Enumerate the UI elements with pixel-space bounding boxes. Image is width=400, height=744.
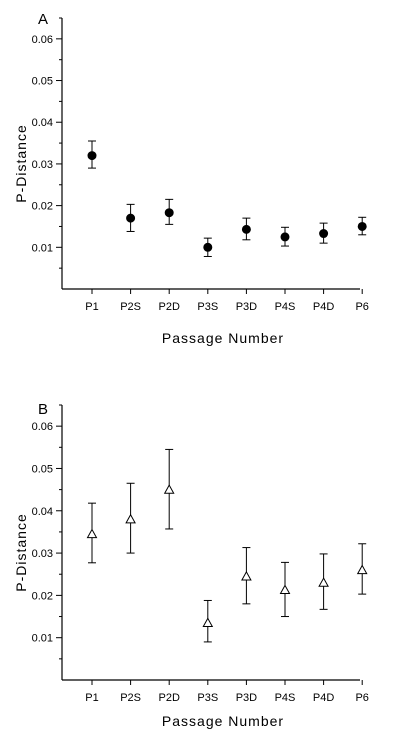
data-point	[163, 484, 175, 494]
data-point	[280, 232, 290, 242]
x-tick-label: P4S	[275, 301, 296, 313]
x-tick-label: P3S	[197, 301, 218, 313]
y-tick-label: 0.03	[32, 159, 53, 171]
y-tick-label: 0.03	[32, 548, 53, 560]
y-axis-label: P-Distance	[13, 513, 29, 591]
x-tick-label: P3D	[236, 692, 257, 704]
data-point	[125, 513, 136, 524]
data-point	[319, 229, 329, 239]
x-tick-label: P2S	[120, 301, 141, 313]
data-point	[203, 242, 213, 252]
data-point	[164, 208, 174, 218]
x-tick-label: P4D	[313, 692, 334, 704]
y-tick-label: 0.04	[32, 506, 53, 518]
x-tick-label: P2D	[158, 692, 179, 704]
y-tick-label: 0.06	[32, 34, 53, 46]
y-tick-label: 0.05	[32, 463, 53, 475]
x-tick-label: P2S	[120, 692, 141, 704]
y-tick-label: 0.06	[32, 421, 53, 433]
x-tick-label: P6	[355, 692, 368, 704]
x-tick-label: P6	[355, 301, 368, 313]
x-tick-label: P3D	[236, 301, 257, 313]
data-point	[279, 584, 291, 594]
y-tick-label: 0.05	[32, 76, 53, 88]
y-axis-label: P-Distance	[13, 124, 29, 202]
data-point	[241, 570, 252, 581]
data-point	[126, 213, 136, 223]
y-tick-label: 0.02	[32, 590, 53, 602]
y-tick-label: 0.04	[32, 117, 53, 129]
data-point	[202, 617, 214, 627]
x-tick-label: P2D	[158, 301, 179, 313]
data-point	[87, 151, 97, 161]
x-tick-label: P1	[85, 692, 98, 704]
y-tick-label: 0.02	[32, 201, 53, 213]
x-tick-label: P4S	[275, 692, 296, 704]
data-point	[241, 224, 251, 234]
x-tick-label: P1	[85, 301, 98, 313]
chart-panel-a: A 0.01 0.02 0.03 0.04 0.05 0.06 P1 P2S P2D P3S P3D P…	[13, 11, 369, 346]
panel-label: B	[38, 401, 48, 418]
x-axis-label: Passage Number	[162, 330, 284, 346]
x-axis-label: Passage Number	[162, 713, 284, 729]
y-tick-label: 0.01	[32, 242, 53, 254]
x-tick-label: P4D	[313, 301, 334, 313]
data-point	[356, 564, 368, 575]
x-tick-label: P3S	[197, 692, 218, 704]
chart-panel-b: B 0.01 0.02 0.03 0.04 0.05 0.06 P1 P2S P2D P3S P3D P…	[13, 401, 369, 729]
data-point	[357, 221, 367, 231]
panel-label: A	[38, 11, 48, 28]
y-tick-label: 0.01	[32, 633, 53, 645]
data-point	[318, 577, 329, 587]
data-point	[86, 528, 98, 539]
